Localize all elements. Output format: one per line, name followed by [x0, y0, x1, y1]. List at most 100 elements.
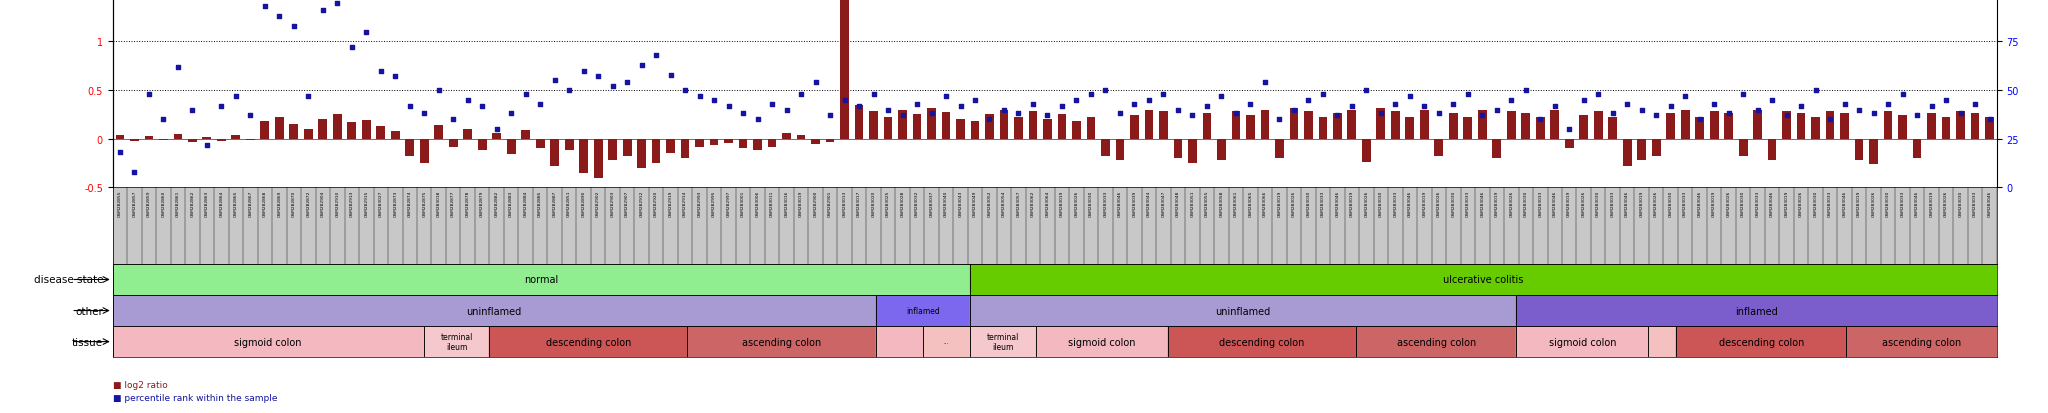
- Text: GSM282993: GSM282993: [698, 190, 702, 216]
- Bar: [1260, 110, 1270, 140]
- Point: [524, 101, 557, 108]
- Point: [1815, 116, 1847, 123]
- Text: inflamed: inflamed: [1735, 306, 1778, 316]
- Bar: [1057, 115, 1067, 140]
- Bar: [971, 264, 1997, 295]
- Bar: [608, 140, 616, 161]
- Text: GSM283030: GSM283030: [1669, 190, 1673, 216]
- Bar: [623, 140, 631, 157]
- Point: [741, 116, 774, 123]
- Point: [1495, 97, 1528, 104]
- Bar: [1290, 108, 1298, 140]
- Point: [1235, 101, 1268, 108]
- Text: GSM283051: GSM283051: [1190, 190, 1194, 217]
- Text: GSM283058: GSM283058: [1219, 190, 1223, 217]
- Text: GSM283047: GSM283047: [1161, 190, 1165, 216]
- Bar: [113, 295, 877, 326]
- Text: GSM283044: GSM283044: [1147, 190, 1151, 216]
- Point: [1901, 113, 1933, 119]
- Text: GSM283065: GSM283065: [1249, 190, 1253, 217]
- Text: GSM282874: GSM282874: [408, 190, 412, 216]
- Bar: [797, 135, 805, 140]
- Bar: [1319, 118, 1327, 140]
- Point: [1335, 103, 1368, 110]
- Text: tissue: tissue: [72, 337, 102, 347]
- Text: GSM282878: GSM282878: [465, 190, 469, 216]
- Bar: [1870, 140, 1878, 165]
- Text: GSM283026: GSM283026: [1364, 190, 1368, 216]
- Bar: [1188, 140, 1196, 164]
- Bar: [1593, 112, 1604, 140]
- Text: GSM283019: GSM283019: [1929, 190, 1933, 216]
- Text: GSM282904: GSM282904: [322, 190, 326, 216]
- Text: GSM283027: GSM283027: [379, 190, 383, 216]
- Bar: [377, 127, 385, 140]
- Text: descending colon: descending colon: [1219, 337, 1305, 347]
- Point: [1161, 107, 1194, 114]
- Bar: [565, 140, 573, 151]
- Text: GSM283040: GSM283040: [944, 190, 948, 216]
- Text: GSM283046: GSM283046: [1626, 190, 1630, 216]
- Text: GSM283001: GSM283001: [741, 190, 745, 216]
- Bar: [1493, 140, 1501, 159]
- Text: GSM282995: GSM282995: [713, 190, 717, 217]
- Text: GSM282873: GSM282873: [393, 190, 397, 216]
- Point: [1407, 103, 1440, 110]
- Point: [1190, 103, 1223, 110]
- Bar: [1516, 295, 1997, 326]
- Text: GSM282872: GSM282872: [307, 190, 311, 216]
- Text: GSM283030: GSM283030: [1741, 190, 1745, 216]
- Bar: [1739, 140, 1747, 157]
- Text: terminal
ileum: terminal ileum: [987, 332, 1020, 351]
- Point: [147, 116, 180, 123]
- Bar: [971, 122, 979, 140]
- Text: GSM283017: GSM283017: [856, 190, 860, 216]
- Bar: [971, 295, 1516, 326]
- Bar: [1348, 110, 1356, 140]
- Text: GSM282907: GSM282907: [625, 190, 629, 216]
- Text: GSM283046: GSM283046: [1118, 190, 1122, 216]
- Bar: [1362, 140, 1370, 163]
- Bar: [406, 140, 414, 157]
- Point: [510, 91, 543, 98]
- Point: [1249, 80, 1282, 86]
- Point: [872, 107, 905, 114]
- Text: GSM282870: GSM282870: [291, 190, 295, 216]
- Text: GSM282919: GSM282919: [668, 190, 672, 216]
- Text: GSM282851: GSM282851: [567, 190, 571, 217]
- Bar: [1767, 140, 1776, 161]
- Bar: [1649, 326, 1677, 357]
- Bar: [424, 326, 489, 357]
- Text: GSM283026: GSM283026: [1655, 190, 1659, 216]
- Point: [1001, 111, 1034, 117]
- Bar: [489, 326, 688, 357]
- Point: [350, 29, 383, 36]
- Point: [901, 101, 934, 108]
- Text: GSM283032: GSM283032: [915, 190, 920, 216]
- Point: [842, 103, 874, 110]
- Bar: [420, 140, 428, 164]
- Point: [625, 62, 657, 69]
- Text: GSM283046: GSM283046: [1987, 190, 1991, 216]
- Text: GSM283046: GSM283046: [1915, 190, 1919, 216]
- Bar: [1145, 110, 1153, 140]
- Bar: [1667, 114, 1675, 140]
- Point: [1972, 116, 2005, 123]
- Bar: [688, 326, 877, 357]
- Point: [1944, 111, 1976, 117]
- Text: GSM283013: GSM283013: [842, 190, 846, 216]
- Point: [1176, 113, 1208, 119]
- Bar: [868, 112, 879, 140]
- Point: [393, 103, 426, 110]
- Bar: [651, 140, 662, 164]
- Bar: [1464, 118, 1473, 140]
- Bar: [1898, 116, 1907, 140]
- Bar: [1927, 114, 1935, 140]
- Point: [958, 97, 991, 104]
- Point: [799, 80, 831, 86]
- Text: GSM283026: GSM283026: [1438, 190, 1442, 216]
- Bar: [1522, 114, 1530, 140]
- Bar: [754, 140, 762, 151]
- Bar: [477, 140, 487, 151]
- Bar: [877, 295, 971, 326]
